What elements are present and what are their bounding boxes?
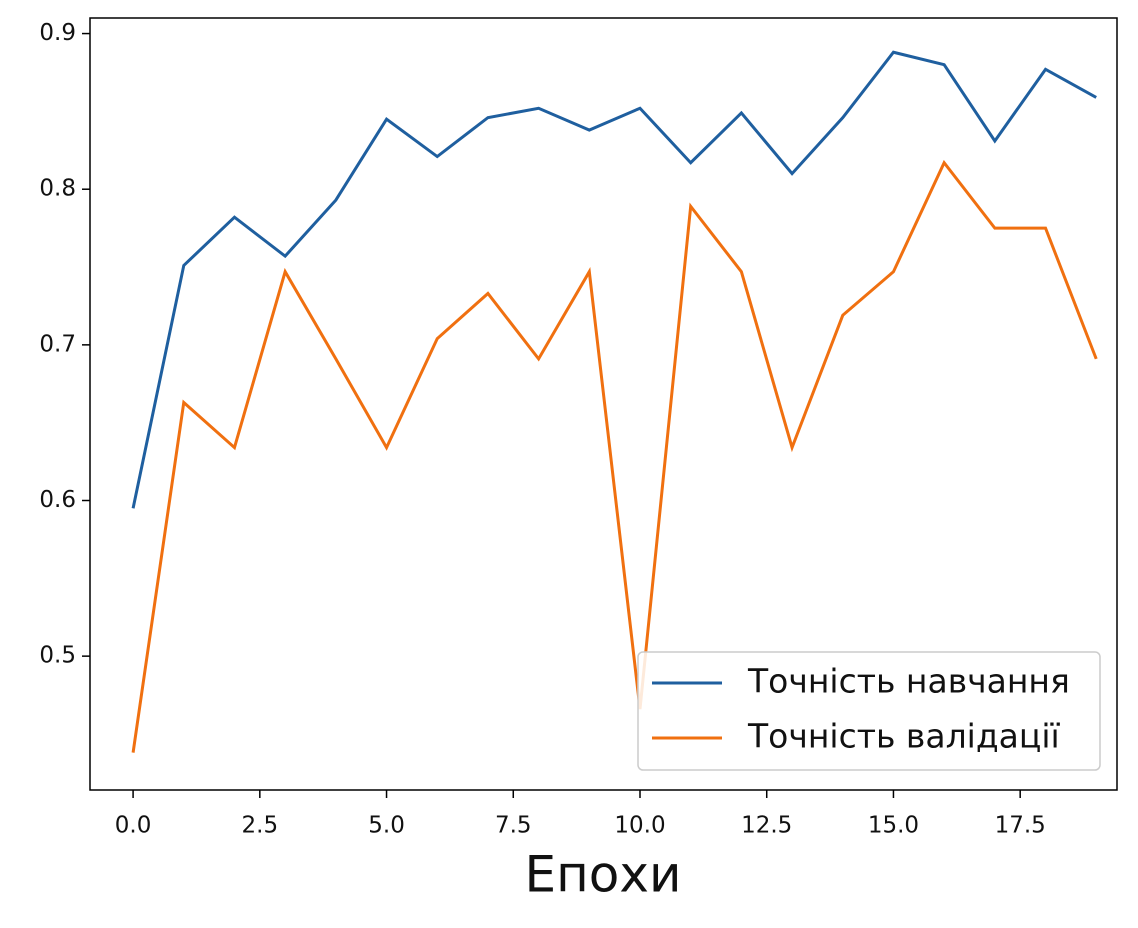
y-tick-label: 0.8	[39, 176, 76, 202]
x-tick-label: 7.5	[495, 813, 532, 839]
plot-frame	[89, 17, 1118, 791]
y-tick-label: 0.5	[39, 643, 76, 669]
y-tick-label: 0.6	[39, 487, 76, 513]
legend-label: Точність валідації	[747, 717, 1060, 756]
x-tick-label: 10.0	[614, 813, 665, 839]
x-axis-label: Епохи	[525, 846, 682, 904]
x-tick-label: 0.0	[115, 813, 152, 839]
data-line	[131, 159, 1098, 753]
legend-label: Точність навчання	[747, 662, 1070, 701]
x-tick-label: 12.5	[741, 813, 792, 839]
x-tick-label: 2.5	[242, 813, 279, 839]
legend-box	[637, 651, 1101, 771]
y-tick-label: 0.9	[39, 20, 76, 46]
x-tick-label: 17.5	[995, 813, 1046, 839]
x-tick-label: 15.0	[868, 813, 919, 839]
y-tick-label: 0.7	[39, 331, 76, 357]
x-tick-label: 5.0	[368, 813, 405, 839]
data-line	[131, 50, 1097, 509]
